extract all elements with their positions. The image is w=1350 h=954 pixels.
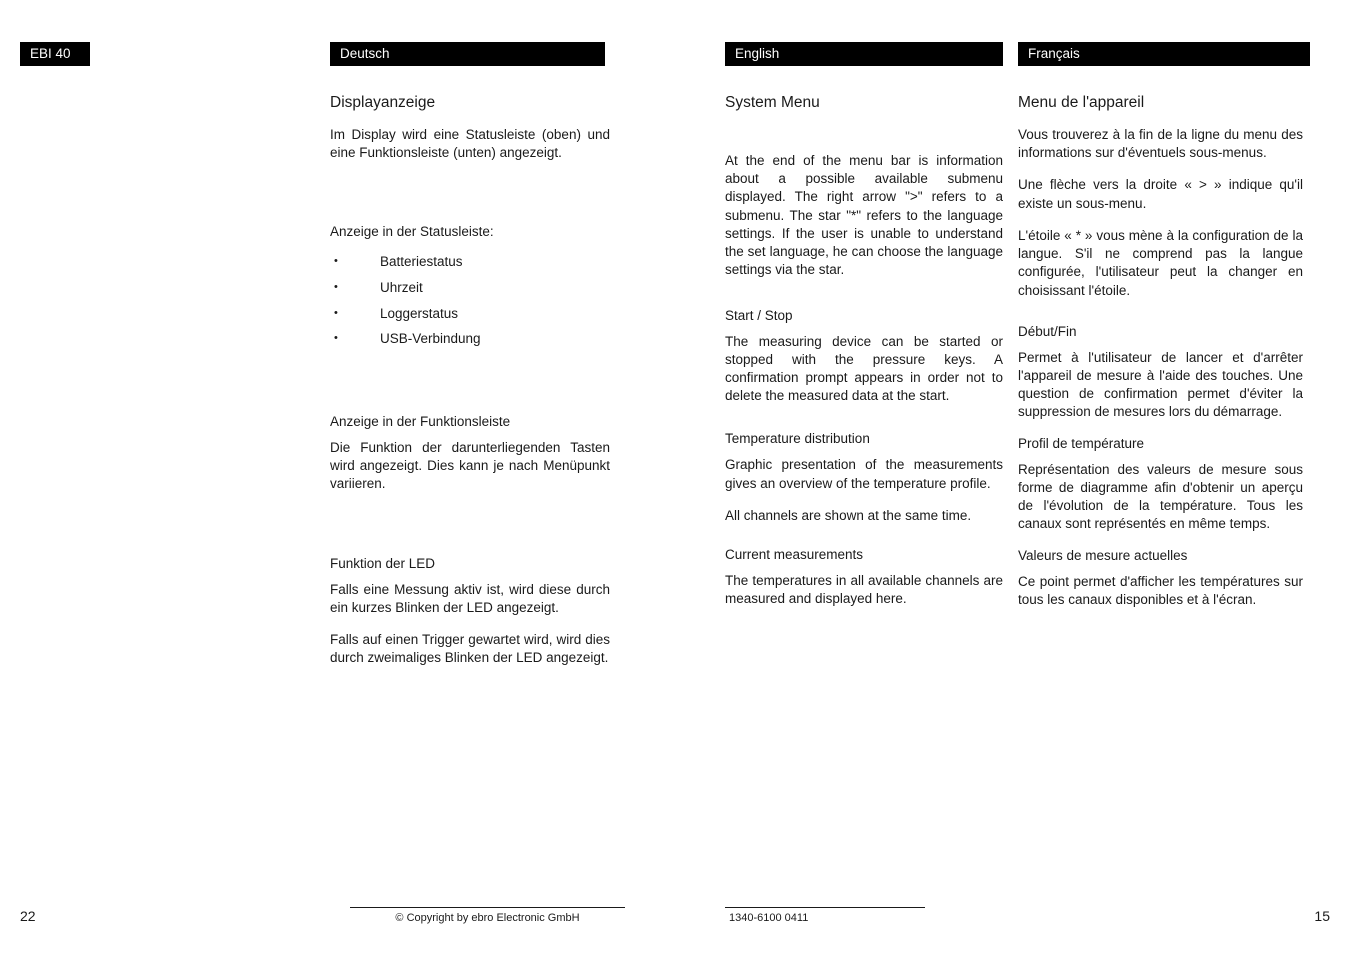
page-num-right: 15	[1314, 908, 1330, 924]
para-fr-2: Une flèche vers la droite « > » indique …	[1018, 176, 1303, 212]
para-de-2: Die Funktion der darunterliegenden Taste…	[330, 439, 610, 494]
subhead-profil: Profil de température	[1018, 436, 1303, 451]
page-right: English Français System Menu At the end …	[675, 0, 1350, 954]
tag-ebi40: EBI 40	[20, 42, 90, 66]
para-de-3: Falls eine Messung aktiv ist, wird diese…	[330, 581, 610, 617]
tag-deutsch: Deutsch	[330, 42, 605, 66]
li-uhrzeit: Uhrzeit	[330, 275, 610, 301]
heading-system-menu: System Menu	[725, 94, 1003, 112]
page-num-left: 22	[20, 908, 36, 924]
subhead-valeurs: Valeurs de mesure actuelles	[1018, 548, 1303, 563]
content-left: Displayanzeige Im Display wird eine Stat…	[20, 94, 625, 682]
li-batteriestatus: Batteriestatus	[330, 249, 610, 275]
para-de-4: Falls auf einen Trigger gewartet wird, w…	[330, 631, 610, 667]
heading-displayanzeige: Displayanzeige	[330, 94, 610, 112]
li-usb: USB-Verbindung	[330, 326, 610, 352]
tag-english: English	[725, 42, 1003, 66]
heading-menu-appareil: Menu de l'appareil	[1018, 94, 1303, 112]
para-fr-6: Ce point permet d'afficher les températu…	[1018, 573, 1303, 609]
para-en-2: The measuring device can be started or s…	[725, 333, 1003, 406]
tag-francais: Français	[1018, 42, 1310, 66]
para-en-1: At the end of the menu bar is informatio…	[725, 152, 1003, 280]
footer-right: 1340-6100 0411 15	[725, 907, 1330, 924]
subhead-startstop: Start / Stop	[725, 308, 1003, 323]
para-en-4: All channels are shown at the same time.	[725, 507, 1003, 525]
para-fr-3: L'étoile « * » vous mène à la configurat…	[1018, 227, 1303, 300]
header-row-right: English Français	[725, 42, 1330, 66]
para-en-5: The temperatures in all available channe…	[725, 572, 1003, 608]
subhead-led: Funktion der LED	[330, 556, 610, 571]
col-francais: Menu de l'appareil Vous trouverez à la f…	[1018, 94, 1318, 623]
footer-left: 22 © Copyright by ebro Electronic GmbH	[20, 907, 625, 924]
subhead-currentmeas: Current measurements	[725, 547, 1003, 562]
col-english: System Menu At the end of the menu bar i…	[725, 94, 1018, 623]
page-left: EBI 40 Deutsch Displayanzeige Im Display…	[0, 0, 675, 954]
li-loggerstatus: Loggerstatus	[330, 301, 610, 327]
copyright: © Copyright by ebro Electronic GmbH	[350, 907, 625, 924]
subhead-tempdist: Temperature distribution	[725, 431, 1003, 446]
content-right: System Menu At the end of the menu bar i…	[725, 94, 1330, 623]
col-deutsch: Displayanzeige Im Display wird eine Stat…	[330, 94, 625, 682]
list-statusleiste: Batteriestatus Uhrzeit Loggerstatus USB-…	[330, 249, 610, 352]
header-row-left: EBI 40 Deutsch	[20, 42, 625, 66]
para-fr-5: Représentation des valeurs de mesure sou…	[1018, 461, 1303, 534]
subhead-debutfin: Début/Fin	[1018, 324, 1303, 339]
para-fr-1: Vous trouverez à la fin de la ligne du m…	[1018, 126, 1303, 162]
subhead-statusleiste: Anzeige in der Statusleiste:	[330, 224, 610, 239]
doc-number: 1340-6100 0411	[725, 907, 925, 924]
para-de-1: Im Display wird eine Statusleiste (oben)…	[330, 126, 610, 162]
para-fr-4: Permet à l'utilisateur de lancer et d'ar…	[1018, 349, 1303, 422]
subhead-funktionsleiste: Anzeige in der Funktionsleiste	[330, 414, 610, 429]
para-en-3: Graphic presentation of the measurements…	[725, 456, 1003, 492]
